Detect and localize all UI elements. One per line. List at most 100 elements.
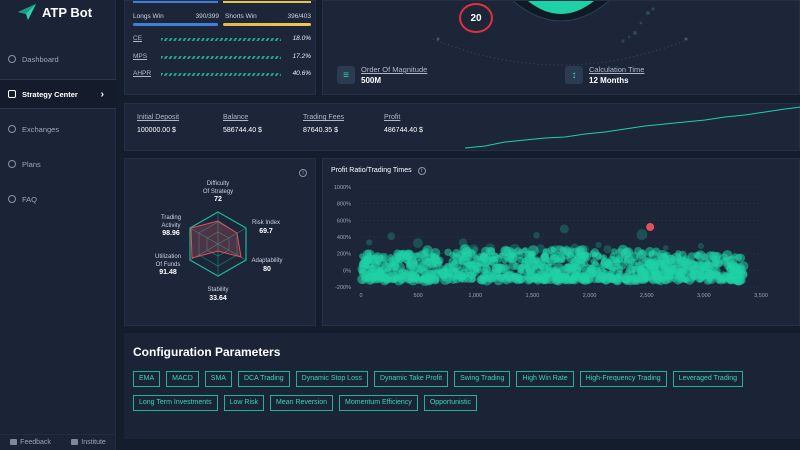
config-tag[interactable]: Opportunistic <box>423 395 478 411</box>
scatter-point <box>431 257 443 268</box>
config-tag[interactable]: High-Frequency Trading <box>579 371 667 387</box>
scatter-point <box>703 275 713 285</box>
radar-axis-label-2: Of Strategy <box>202 188 234 195</box>
plans-icon <box>8 160 16 168</box>
scatter-point <box>424 270 436 281</box>
metric-label: MPS <box>133 53 148 60</box>
scatter-point <box>735 253 743 261</box>
sidebar: ATP Bot Dashboard Strategy Center › Exch… <box>0 0 116 450</box>
stat-label: Initial Deposit <box>137 114 180 121</box>
scatter-point <box>539 263 547 271</box>
discord-icon <box>71 439 79 445</box>
scatter-point <box>514 247 522 256</box>
scatter-point <box>558 266 567 275</box>
scatter-point <box>568 247 575 254</box>
stat-label: Balance <box>223 114 249 121</box>
sidebar-item-label: Exchanges <box>22 124 60 134</box>
sidebar-item-plans[interactable]: Plans <box>0 149 116 179</box>
scatter-point <box>477 256 487 267</box>
institute-link[interactable]: Institute <box>71 439 106 446</box>
scatter-point <box>371 254 380 264</box>
config-tag[interactable]: Dynamic Stop Loss <box>295 371 368 387</box>
radar-axis-risk-index: Risk Index 69.7 <box>247 220 285 236</box>
config-tag[interactable]: MACD <box>166 371 199 387</box>
feedback-link[interactable]: Feedback <box>10 439 51 446</box>
scatter-point <box>510 255 518 262</box>
config-panel: Configuration Parameters EMA MACD SMA DCA T… <box>124 333 800 439</box>
sort-icon: ↕ <box>565 66 583 84</box>
radar-axis-label: Trading <box>160 215 182 221</box>
scatter-point <box>520 260 530 270</box>
config-tag[interactable]: SMA <box>204 371 232 387</box>
scatter-point <box>430 252 437 259</box>
sidebar-footer: Feedback Institute <box>0 434 116 450</box>
sidebar-item-strategy-center[interactable]: Strategy Center › <box>0 79 116 109</box>
config-tag[interactable]: Dynamic Take Profit <box>373 371 449 387</box>
shorts-win-bar <box>223 23 311 26</box>
scatter-chart: 1000% 800% 600% 400% 200% 0% -200% 0 500 1,000 1,5… <box>334 185 768 299</box>
config-tag[interactable]: DCA Trading <box>237 371 290 387</box>
sidebar-item-dashboard[interactable]: Dashboard <box>0 44 116 74</box>
metric-mps: MPS 17.2% <box>133 53 311 63</box>
x-tick-label: 1,000 <box>468 293 482 299</box>
radar-axis-value: 69.7 <box>259 227 273 235</box>
scatter-point <box>551 244 560 254</box>
scatter-point <box>456 266 464 274</box>
scatter-point <box>467 271 474 279</box>
scatter-point <box>450 273 457 281</box>
sidebar-item-exchanges[interactable]: Exchanges <box>0 114 116 144</box>
scatter-point <box>636 229 648 240</box>
scatter-point <box>452 267 458 273</box>
config-tag[interactable]: High Win Rate <box>516 371 574 387</box>
config-tag[interactable]: EMA <box>133 371 161 387</box>
scatter-point <box>541 277 548 284</box>
stat-value: 586744.40 $ <box>223 127 262 134</box>
scatter-point <box>629 270 636 277</box>
scatter-point <box>595 241 602 248</box>
scatter-point <box>433 275 440 282</box>
config-tag[interactable]: Mean Reversion <box>270 395 334 411</box>
scatter-point <box>437 268 443 274</box>
scatter-point <box>422 245 433 256</box>
scatter-point <box>581 245 590 254</box>
scatter-point <box>509 243 521 255</box>
win-loss-panel: Longs Win 390/399 Shorts Win 396/403 CE 18… <box>124 0 316 95</box>
sidebar-item-faq[interactable]: FAQ <box>0 184 116 214</box>
highlight-point[interactable] <box>646 223 655 231</box>
config-tag[interactable]: Low Risk <box>223 395 265 411</box>
config-tag[interactable]: Swing Trading <box>454 371 511 387</box>
scatter-point <box>710 251 721 262</box>
scatter-point <box>468 250 478 259</box>
scatter-point <box>732 265 743 276</box>
scatter-point <box>571 263 582 275</box>
scatter-point <box>421 257 429 265</box>
scatter-point <box>559 224 569 234</box>
y-tick-label: -200% <box>335 285 351 291</box>
scatter-point <box>676 267 684 275</box>
y-tick-label: 400% <box>337 235 351 241</box>
radar-axis-value: 33.64 <box>209 294 227 302</box>
stat-value: 486744.40 $ <box>384 127 423 134</box>
stat-trading-fees: Trading Fees 87640.35 $ <box>303 114 344 134</box>
radar-axis-label: Difficulty <box>206 181 230 187</box>
chart-title: Profit Ratio/Trading Times i <box>331 167 426 175</box>
scatter-point <box>617 269 624 275</box>
info-icon[interactable]: i <box>417 167 426 175</box>
logo[interactable]: ATP Bot <box>18 4 92 20</box>
scatter-point <box>533 232 540 239</box>
scatter-point <box>711 258 720 268</box>
info-icon[interactable]: i <box>299 169 307 177</box>
scatter-point <box>635 261 644 271</box>
scatter-point <box>689 271 697 278</box>
scatter-point <box>586 264 596 274</box>
metric-label: AHPR <box>133 70 152 77</box>
scatter-point <box>448 257 458 267</box>
scatter-point <box>704 259 711 266</box>
chevron-right-icon: › <box>100 89 104 100</box>
radar-axis-label: Adaptability <box>251 258 283 264</box>
config-tag[interactable]: Momentum Efficiency <box>339 395 418 411</box>
scatter-point <box>406 260 418 271</box>
config-tag[interactable]: Leveraged Trading <box>672 371 744 387</box>
scatter-point <box>627 259 633 265</box>
config-tag[interactable]: Long Term Investments <box>133 395 218 411</box>
